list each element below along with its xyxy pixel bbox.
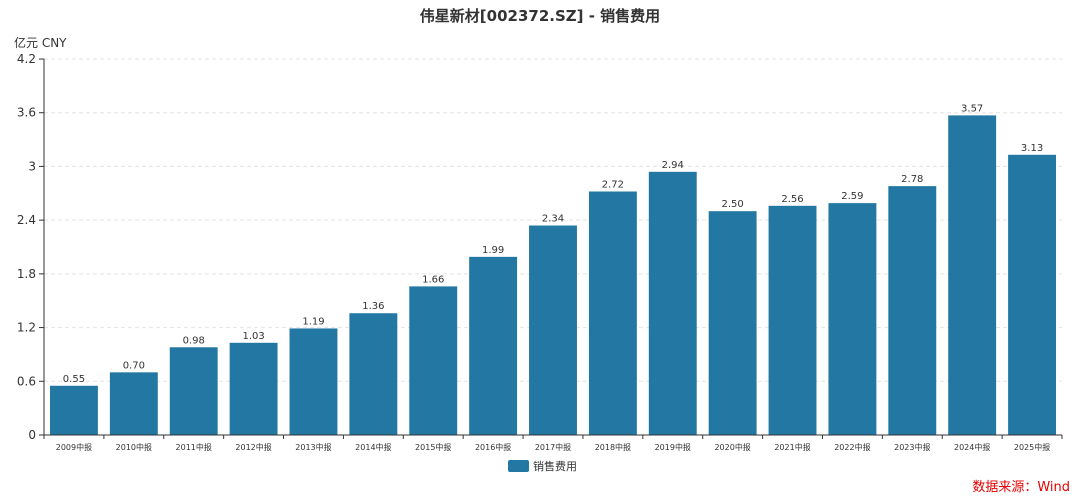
x-tick-label: 2017中报 xyxy=(535,442,571,452)
watermark-text: 雪球：憨憨的神兄 xyxy=(792,450,1000,481)
data-label: 2.50 xyxy=(722,199,744,210)
data-label: 0.98 xyxy=(183,335,205,346)
data-label: 1.66 xyxy=(422,274,444,285)
y-tick-label: 3.6 xyxy=(17,106,36,120)
x-tick-label: 2015中报 xyxy=(415,442,451,452)
y-axis-unit: 亿元 CNY xyxy=(14,35,67,50)
x-tick-label: 2009中报 xyxy=(56,442,92,452)
bar[interactable] xyxy=(648,171,697,436)
bar[interactable] xyxy=(588,191,637,435)
bar[interactable] xyxy=(109,372,158,435)
data-label: 3.13 xyxy=(1021,143,1043,154)
data-label: 1.36 xyxy=(362,301,384,312)
y-tick-label: 1.8 xyxy=(17,267,36,281)
watermark: 雪球：憨憨的神兄 xyxy=(757,449,1000,481)
data-label: 2.59 xyxy=(841,191,863,202)
bar[interactable] xyxy=(768,205,817,435)
snowball-logo-icon xyxy=(757,449,787,479)
bar[interactable] xyxy=(169,347,218,435)
x-tick-label: 2024中报 xyxy=(954,442,990,452)
bar[interactable] xyxy=(828,203,877,435)
bar[interactable] xyxy=(409,286,458,435)
x-tick-label: 2013中报 xyxy=(295,442,331,452)
bar[interactable] xyxy=(349,313,398,435)
legend-label[interactable]: 销售费用 xyxy=(533,459,577,473)
x-tick-label: 2020中报 xyxy=(714,442,750,452)
source-note: 数据来源：Wind xyxy=(972,480,1070,495)
data-label: 2.56 xyxy=(781,194,803,205)
bar[interactable] xyxy=(708,211,757,435)
data-label: 1.03 xyxy=(242,331,264,342)
bar[interactable] xyxy=(469,256,518,435)
chart-title: 伟星新材[002372.SZ] - 销售费用 xyxy=(420,7,660,25)
y-tick-label: 2.4 xyxy=(17,213,36,227)
bar[interactable] xyxy=(948,115,997,436)
x-tick-label: 2018中报 xyxy=(595,442,631,452)
x-tick-label: 2025中报 xyxy=(1014,442,1050,452)
x-tick-label: 2014中报 xyxy=(355,442,391,452)
data-label: 2.78 xyxy=(901,174,923,185)
data-labels: 0.55 0.70 0.98 1.03 1.19 1.36 1.66 1.99 2.34 2.72… xyxy=(63,103,1043,384)
bar[interactable] xyxy=(289,328,338,435)
x-tick-label: 2023中报 xyxy=(894,442,930,452)
data-label: 0.70 xyxy=(123,360,145,371)
x-tick-label: 2010中报 xyxy=(116,442,152,452)
snowball-logo-swirl xyxy=(762,456,781,469)
x-tick-label: 2016中报 xyxy=(475,442,511,452)
legend-swatch[interactable] xyxy=(508,460,529,472)
data-label: 1.99 xyxy=(482,245,504,256)
y-tick-label: 4.2 xyxy=(17,52,36,66)
data-label: 0.55 xyxy=(63,374,85,385)
x-tick-label: 2019中报 xyxy=(655,442,691,452)
y-tick-label: 0.6 xyxy=(17,374,36,388)
bar[interactable] xyxy=(529,225,577,435)
bar[interactable] xyxy=(888,186,937,435)
bar[interactable] xyxy=(229,342,278,435)
y-tick-label: 3 xyxy=(28,159,36,173)
x-tick-label: 2021中报 xyxy=(774,442,810,452)
data-label: 2.34 xyxy=(542,214,564,225)
bar[interactable] xyxy=(1008,154,1057,436)
y-tick-label: 1.2 xyxy=(17,321,36,335)
legend[interactable]: 销售费用 xyxy=(508,459,577,473)
data-label: 2.94 xyxy=(662,160,684,171)
x-tick-label: 2011中报 xyxy=(176,442,212,452)
data-label: 1.19 xyxy=(302,316,324,327)
bar[interactable] xyxy=(49,385,98,435)
y-axis-ticks: 0 0.6 1.2 1.8 2.4 3 3.6 4.2 xyxy=(17,52,44,442)
data-label: 2.72 xyxy=(602,179,624,190)
x-tick-label: 2012中报 xyxy=(235,442,271,452)
x-tick-label: 2022中报 xyxy=(834,442,870,452)
bars xyxy=(49,115,1057,436)
y-tick-label: 0 xyxy=(28,428,36,442)
data-label: 3.57 xyxy=(961,103,983,114)
x-axis-ticks: 2009中报 2010中报 2011中报 2012中报 2013中报 2014中报 2015… xyxy=(43,435,1063,452)
